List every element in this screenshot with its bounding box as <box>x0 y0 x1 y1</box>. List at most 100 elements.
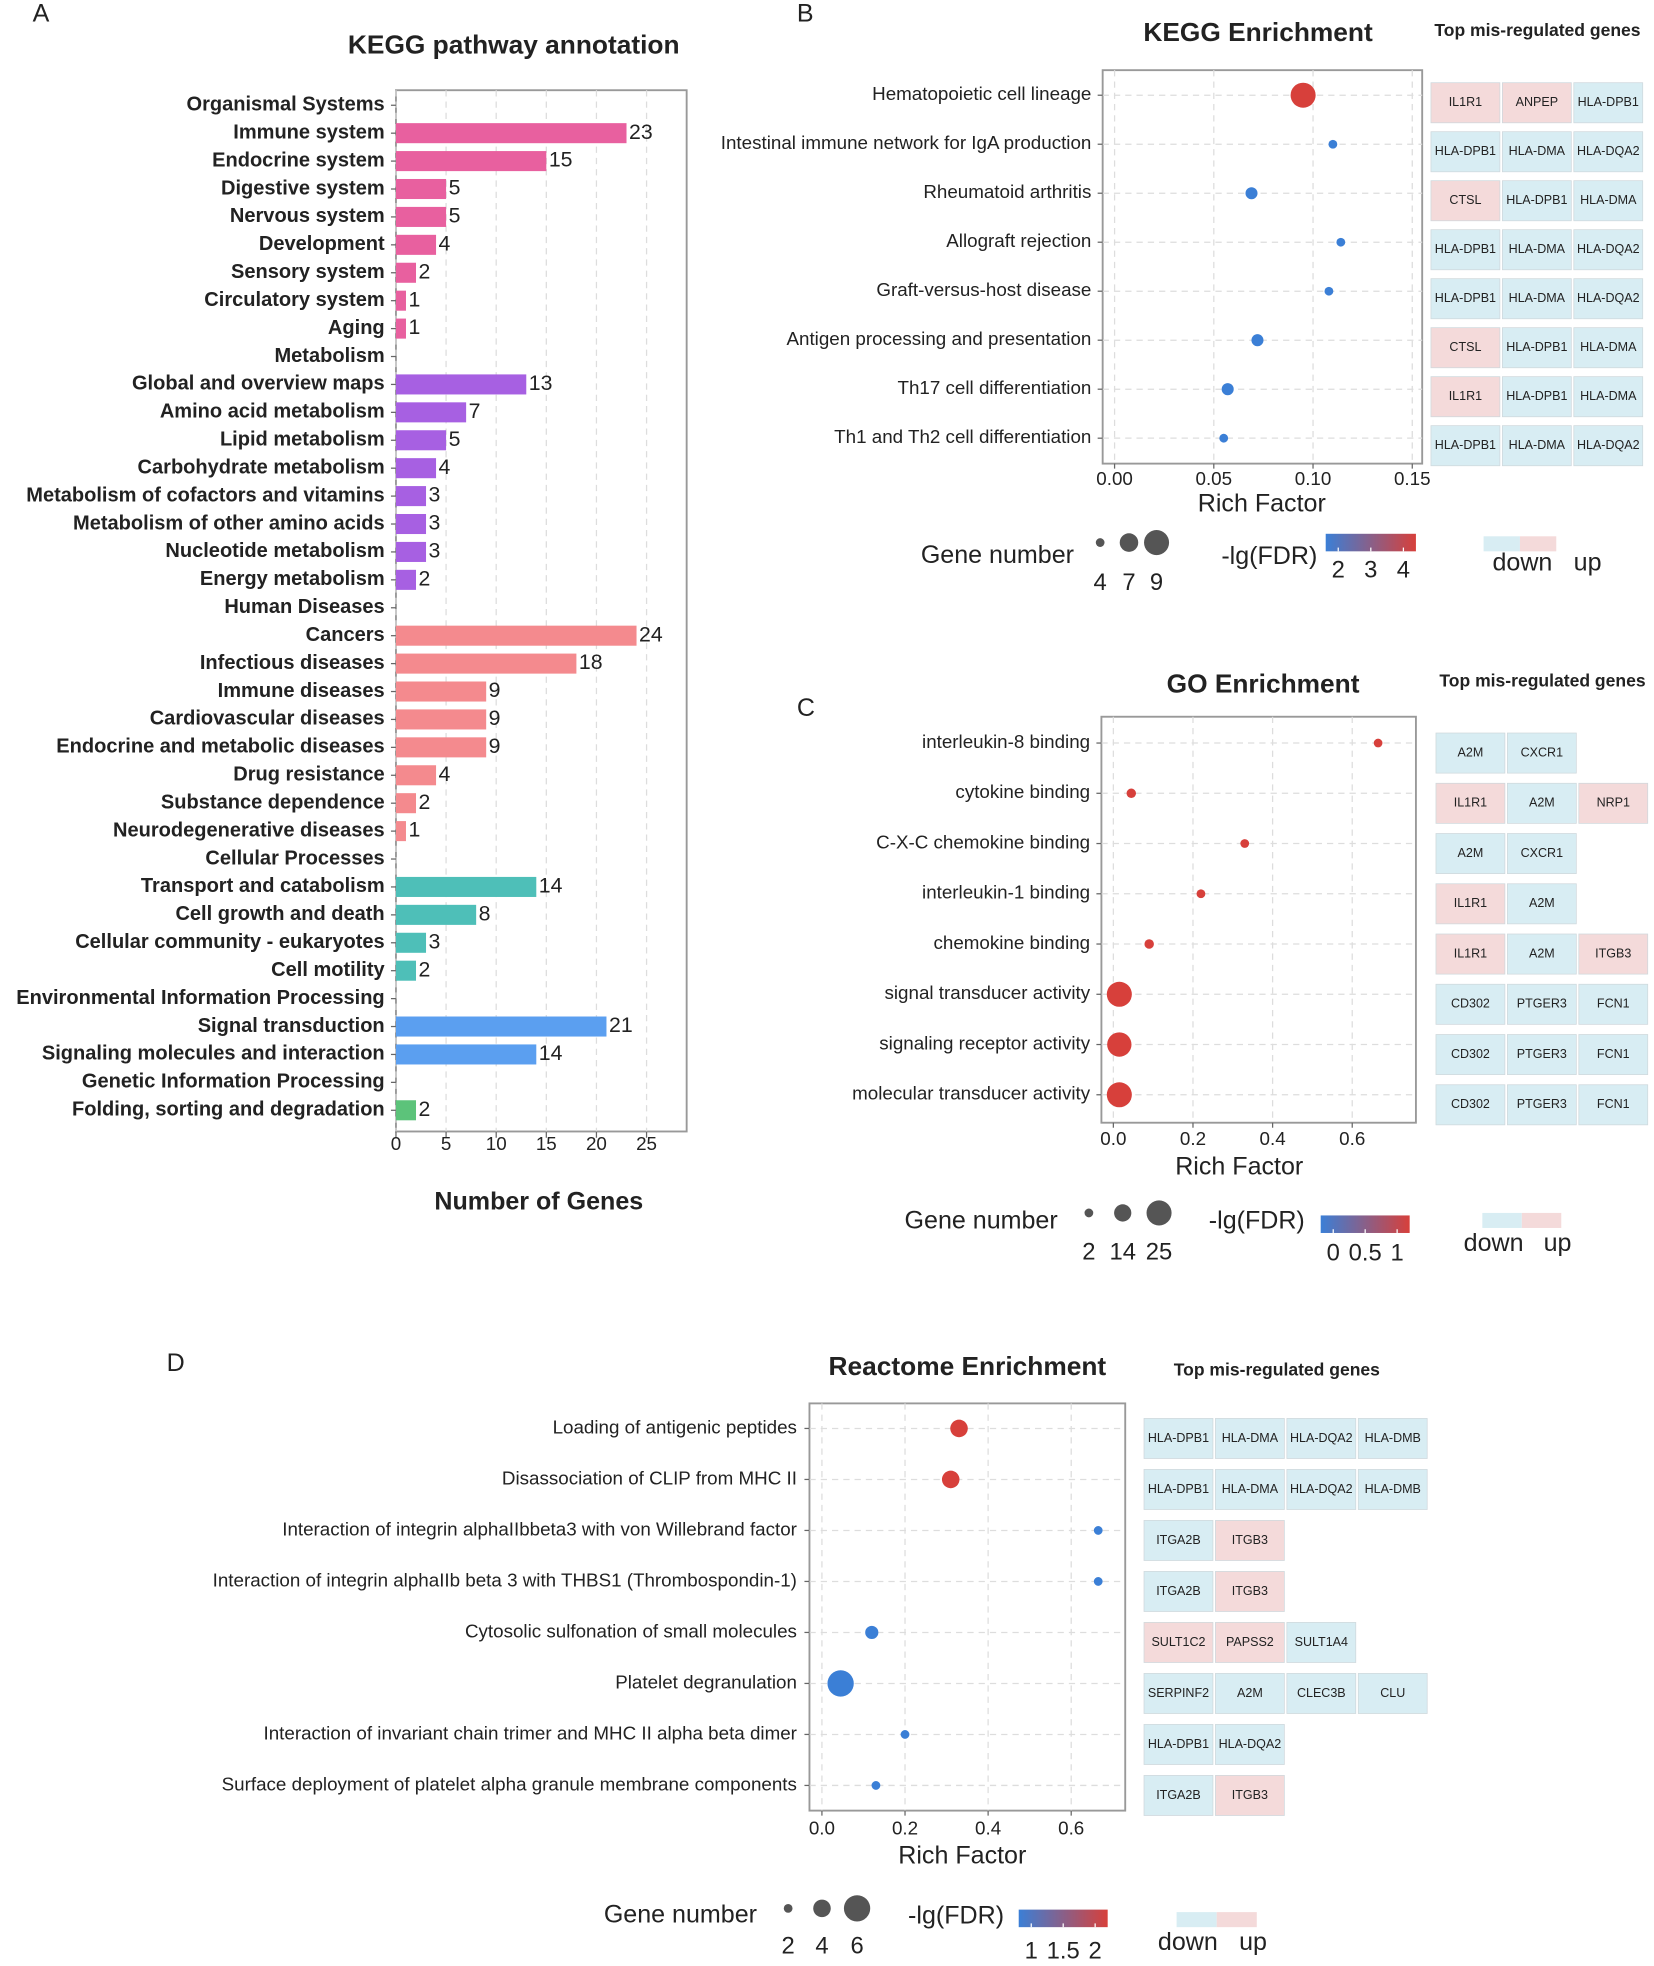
plot-area <box>1100 715 1417 1124</box>
dot <box>1106 1082 1132 1108</box>
value-label: 4 <box>439 455 451 479</box>
gene-cell <box>1507 883 1577 925</box>
gene-cell <box>1215 1418 1285 1459</box>
gene-name: HLA-DQA2 <box>1290 1431 1353 1445</box>
x-axis-label: Rich Factor <box>1198 490 1326 518</box>
value-label: 14 <box>539 1041 563 1065</box>
gene-cell <box>1435 833 1506 874</box>
genes-title: Top mis-regulated genes <box>1434 20 1640 40</box>
gene-cell <box>1507 732 1577 774</box>
regulation-label: up <box>1544 1229 1572 1257</box>
gene-cell <box>1502 131 1572 173</box>
genes-title: Top mis-regulated genes <box>1174 1359 1380 1379</box>
gene-cell <box>1430 131 1501 173</box>
gene-cell <box>1573 229 1644 271</box>
gene-cell <box>1143 1520 1214 1561</box>
y-tick-label: Allograft rejection <box>946 230 1091 251</box>
dot <box>1324 286 1334 296</box>
bar <box>395 290 406 311</box>
dot <box>1336 237 1346 247</box>
x-tick-label: 0.4 <box>975 1817 1001 1838</box>
bar <box>395 793 417 814</box>
y-tick-label: Intestinal immune network for IgA produc… <box>721 132 1092 153</box>
y-tick-label: chemokine binding <box>934 932 1091 953</box>
x-tick-label: 0.10 <box>1295 468 1332 489</box>
colorbar-label: 2 <box>1089 1937 1102 1964</box>
size-legend-label: 2 <box>782 1932 795 1959</box>
gene-name: FCN1 <box>1597 997 1630 1011</box>
gene-name: CLU <box>1380 1686 1405 1700</box>
gene-cell <box>1435 933 1506 975</box>
y-tick-label: Platelet degranulation <box>615 1671 797 1692</box>
size-legend-label: 6 <box>850 1932 863 1959</box>
size-legend-label: 7 <box>1122 569 1135 596</box>
y-tick-label: Folding, sorting and degradation <box>72 1099 385 1121</box>
gene-cell <box>1215 1775 1285 1816</box>
x-tick-label: 0.4 <box>1260 1128 1286 1149</box>
colorbar-label: 4 <box>1397 557 1410 584</box>
bar <box>395 151 547 172</box>
y-tick-label: Graft-versus-host disease <box>876 279 1091 300</box>
dot <box>1093 1577 1103 1586</box>
bar <box>395 960 417 981</box>
bar <box>395 234 437 255</box>
y-tick-label: signaling receptor activity <box>879 1032 1090 1053</box>
y-tick-label: Infectious diseases <box>200 652 385 674</box>
value-label: 9 <box>489 706 501 730</box>
gene-cell <box>1286 1418 1357 1459</box>
regulation-label: up <box>1574 548 1602 576</box>
dot <box>1290 82 1316 108</box>
y-tick-label: Amino acid metabolism <box>160 401 385 423</box>
gene-name: HLA-DMA <box>1580 193 1637 207</box>
gene-cell <box>1430 82 1501 124</box>
bar <box>395 765 437 786</box>
y-tick-label: Endocrine system <box>212 149 385 171</box>
y-tick-label: signal transducer activity <box>884 982 1090 1003</box>
gene-name: HLA-DMA <box>1580 389 1637 403</box>
gene-name: HLA-DPB1 <box>1578 95 1639 109</box>
gene-name: PTGER3 <box>1517 997 1567 1011</box>
x-tick-label: 0 <box>391 1133 401 1154</box>
gene-cell <box>1143 1469 1214 1510</box>
dot <box>1093 1526 1103 1535</box>
gene-cell <box>1578 1034 1649 1075</box>
value-label: 3 <box>429 929 441 953</box>
gene-cell <box>1502 180 1572 222</box>
gene-name: CXCR1 <box>1521 745 1563 759</box>
bar <box>395 402 467 423</box>
colorbar <box>1320 1215 1410 1233</box>
size-legend-label: 4 <box>1094 569 1107 596</box>
gene-name: A2M <box>1529 796 1555 810</box>
y-tick-label: molecular transducer activity <box>852 1083 1091 1104</box>
x-tick-label: 0.00 <box>1096 468 1133 489</box>
colorbar-label: 1 <box>1391 1240 1404 1267</box>
gene-cell <box>1507 1084 1577 1126</box>
y-tick-label: Neurodegenerative diseases <box>113 819 385 841</box>
bar <box>395 1044 537 1065</box>
color-legend-title: -lg(FDR) <box>1221 542 1317 570</box>
gene-name: HLA-DPB1 <box>1148 1482 1209 1496</box>
gene-cell <box>1430 180 1501 222</box>
y-tick-label: Signal transduction <box>198 1015 385 1037</box>
gene-name: SERPINF2 <box>1148 1686 1209 1700</box>
x-tick-label: 0.0 <box>1100 1128 1126 1149</box>
dot <box>827 1670 854 1697</box>
value-label: 23 <box>629 120 653 144</box>
y-tick-label: Cellular community - eukaryotes <box>75 931 384 953</box>
y-tick-label: Cancers <box>306 624 385 646</box>
size-legend-dot <box>1119 533 1139 552</box>
gene-cell <box>1215 1520 1285 1561</box>
gene-name: SULT1A4 <box>1295 1635 1348 1649</box>
gene-name: IL1R1 <box>1454 796 1487 810</box>
gene-name: ITGB3 <box>1595 946 1631 960</box>
regulation-label: up <box>1239 1928 1267 1956</box>
y-tick-label: Immune system <box>233 121 384 143</box>
bar <box>395 737 487 758</box>
bar <box>395 458 437 479</box>
size-legend-dot <box>813 1899 831 1918</box>
gene-name: HLA-DMA <box>1509 291 1566 305</box>
y-tick-label: Transport and catabolism <box>141 875 385 897</box>
color-legend-title: -lg(FDR) <box>1209 1206 1305 1234</box>
dot <box>865 1625 879 1640</box>
gene-name: A2M <box>1237 1686 1263 1700</box>
